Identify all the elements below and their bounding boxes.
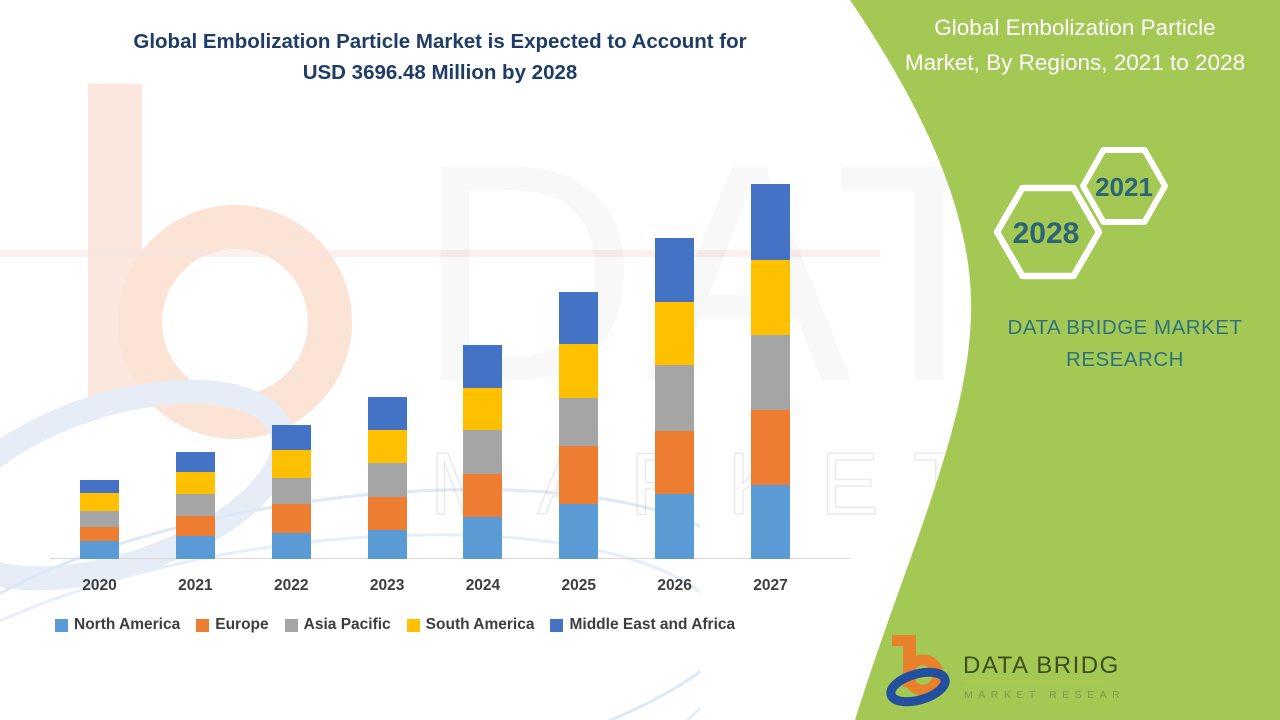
bar-segment-2020-asia-pacific <box>80 511 119 527</box>
bar-segment-2027-north-america <box>751 485 791 559</box>
bar-segment-2023-europe <box>367 497 407 530</box>
legend-swatch-icon <box>550 618 564 632</box>
legend-label: North America <box>74 616 181 633</box>
bar-segment-2024-middle-east-and-africa <box>463 345 503 388</box>
x-axis-label-2024: 2024 <box>465 577 501 594</box>
x-axis-label-2026: 2026 <box>657 577 692 594</box>
legend-item-north-america: North America <box>55 616 180 634</box>
bar-segment-2023-south-america <box>367 430 407 463</box>
bar-segment-2026-europe <box>655 431 695 494</box>
bar-segment-2026-middle-east-and-africa <box>655 238 695 302</box>
bar-segment-2025-asia-pacific <box>559 398 599 446</box>
legend-swatch-icon <box>284 618 298 632</box>
legend-item-asia-pacific: Asia Pacific <box>284 616 391 634</box>
legend-item-middle-east-and-africa: Middle East and Africa <box>550 616 735 634</box>
x-axis-line <box>50 558 850 559</box>
bar-segment-2025-north-america <box>559 504 599 559</box>
bar-segment-2027-south-america <box>751 260 791 335</box>
bar-segment-2022-south-america <box>271 450 311 478</box>
bar-segment-2021-south-america <box>175 472 215 494</box>
legend-swatch-icon <box>55 618 68 632</box>
x-axis-label-2021: 2021 <box>178 577 213 594</box>
legend-swatch-icon <box>196 618 210 632</box>
bar-segment-2020-middle-east-and-africa <box>80 480 119 493</box>
bar-segment-2027-middle-east-and-africa <box>751 184 791 260</box>
bar-segment-2024-north-america <box>463 517 503 559</box>
bar-segment-2020-north-america <box>80 541 119 559</box>
legend-label: South America <box>425 616 535 633</box>
bar-2022 <box>271 425 311 559</box>
legend-item-europe: Europe <box>196 616 269 634</box>
bar-segment-2024-asia-pacific <box>463 430 503 474</box>
bar-2021 <box>175 452 215 559</box>
bar-segment-2027-europe <box>751 410 791 485</box>
bar-segment-2024-south-america <box>463 388 503 430</box>
x-axis-label-2025: 2025 <box>561 577 597 594</box>
bar-segment-2025-middle-east-and-africa <box>559 292 599 344</box>
bar-segment-2023-asia-pacific <box>367 463 407 497</box>
bar-segment-2021-asia-pacific <box>175 494 215 516</box>
bar-segment-2023-north-america <box>367 530 407 559</box>
bar-segment-2025-south-america <box>559 344 599 398</box>
page-title-line2: USD 3696.48 Million by 2028 <box>302 61 578 84</box>
legend-label: Europe <box>215 616 269 633</box>
page-title-line1: Global Embolization Particle Market is E… <box>133 30 747 53</box>
bar-segment-2027-asia-pacific <box>751 335 791 410</box>
bar-segment-2022-europe <box>271 504 311 533</box>
bar-segment-2024-europe <box>463 474 503 517</box>
bar-segment-2021-middle-east-and-africa <box>175 452 215 472</box>
bar-segment-2022-north-america <box>271 533 311 559</box>
bar-segment-2021-europe <box>175 516 215 536</box>
x-axis-label-2027: 2027 <box>753 577 788 594</box>
bar-segment-2022-asia-pacific <box>271 478 311 504</box>
bar-2026 <box>655 238 695 559</box>
legend: North America Europe Asia Pacific South Ame… <box>55 616 735 634</box>
bar-segment-2021-north-america <box>175 536 215 559</box>
bar-2024 <box>463 345 503 559</box>
bar-2027 <box>751 184 791 559</box>
bar-2023 <box>367 397 407 559</box>
bar-segment-2025-europe <box>559 446 599 504</box>
bar-segment-2026-asia-pacific <box>655 365 695 431</box>
bar-2020 <box>80 480 119 559</box>
x-axis-label-2022: 2022 <box>273 577 309 594</box>
bar-segment-2026-north-america <box>655 494 695 559</box>
x-axis-label-2023: 2023 <box>369 577 405 594</box>
legend-item-south-america: South America <box>406 616 535 634</box>
legend-label: Asia Pacific <box>303 616 391 633</box>
bar-segment-2020-europe <box>80 527 119 541</box>
legend-swatch-icon <box>406 618 420 632</box>
page-title: Global Embolization Particle Market is E… <box>35 26 845 88</box>
bar-segment-2026-south-america <box>655 302 695 365</box>
bar-segment-2020-south-america <box>80 493 119 511</box>
x-axis-label-2020: 2020 <box>82 577 117 594</box>
bar-2025 <box>559 292 599 559</box>
bar-segment-2023-middle-east-and-africa <box>367 397 407 430</box>
bar-segment-2022-middle-east-and-africa <box>271 425 311 450</box>
legend-label: Middle East and Africa <box>569 616 736 633</box>
